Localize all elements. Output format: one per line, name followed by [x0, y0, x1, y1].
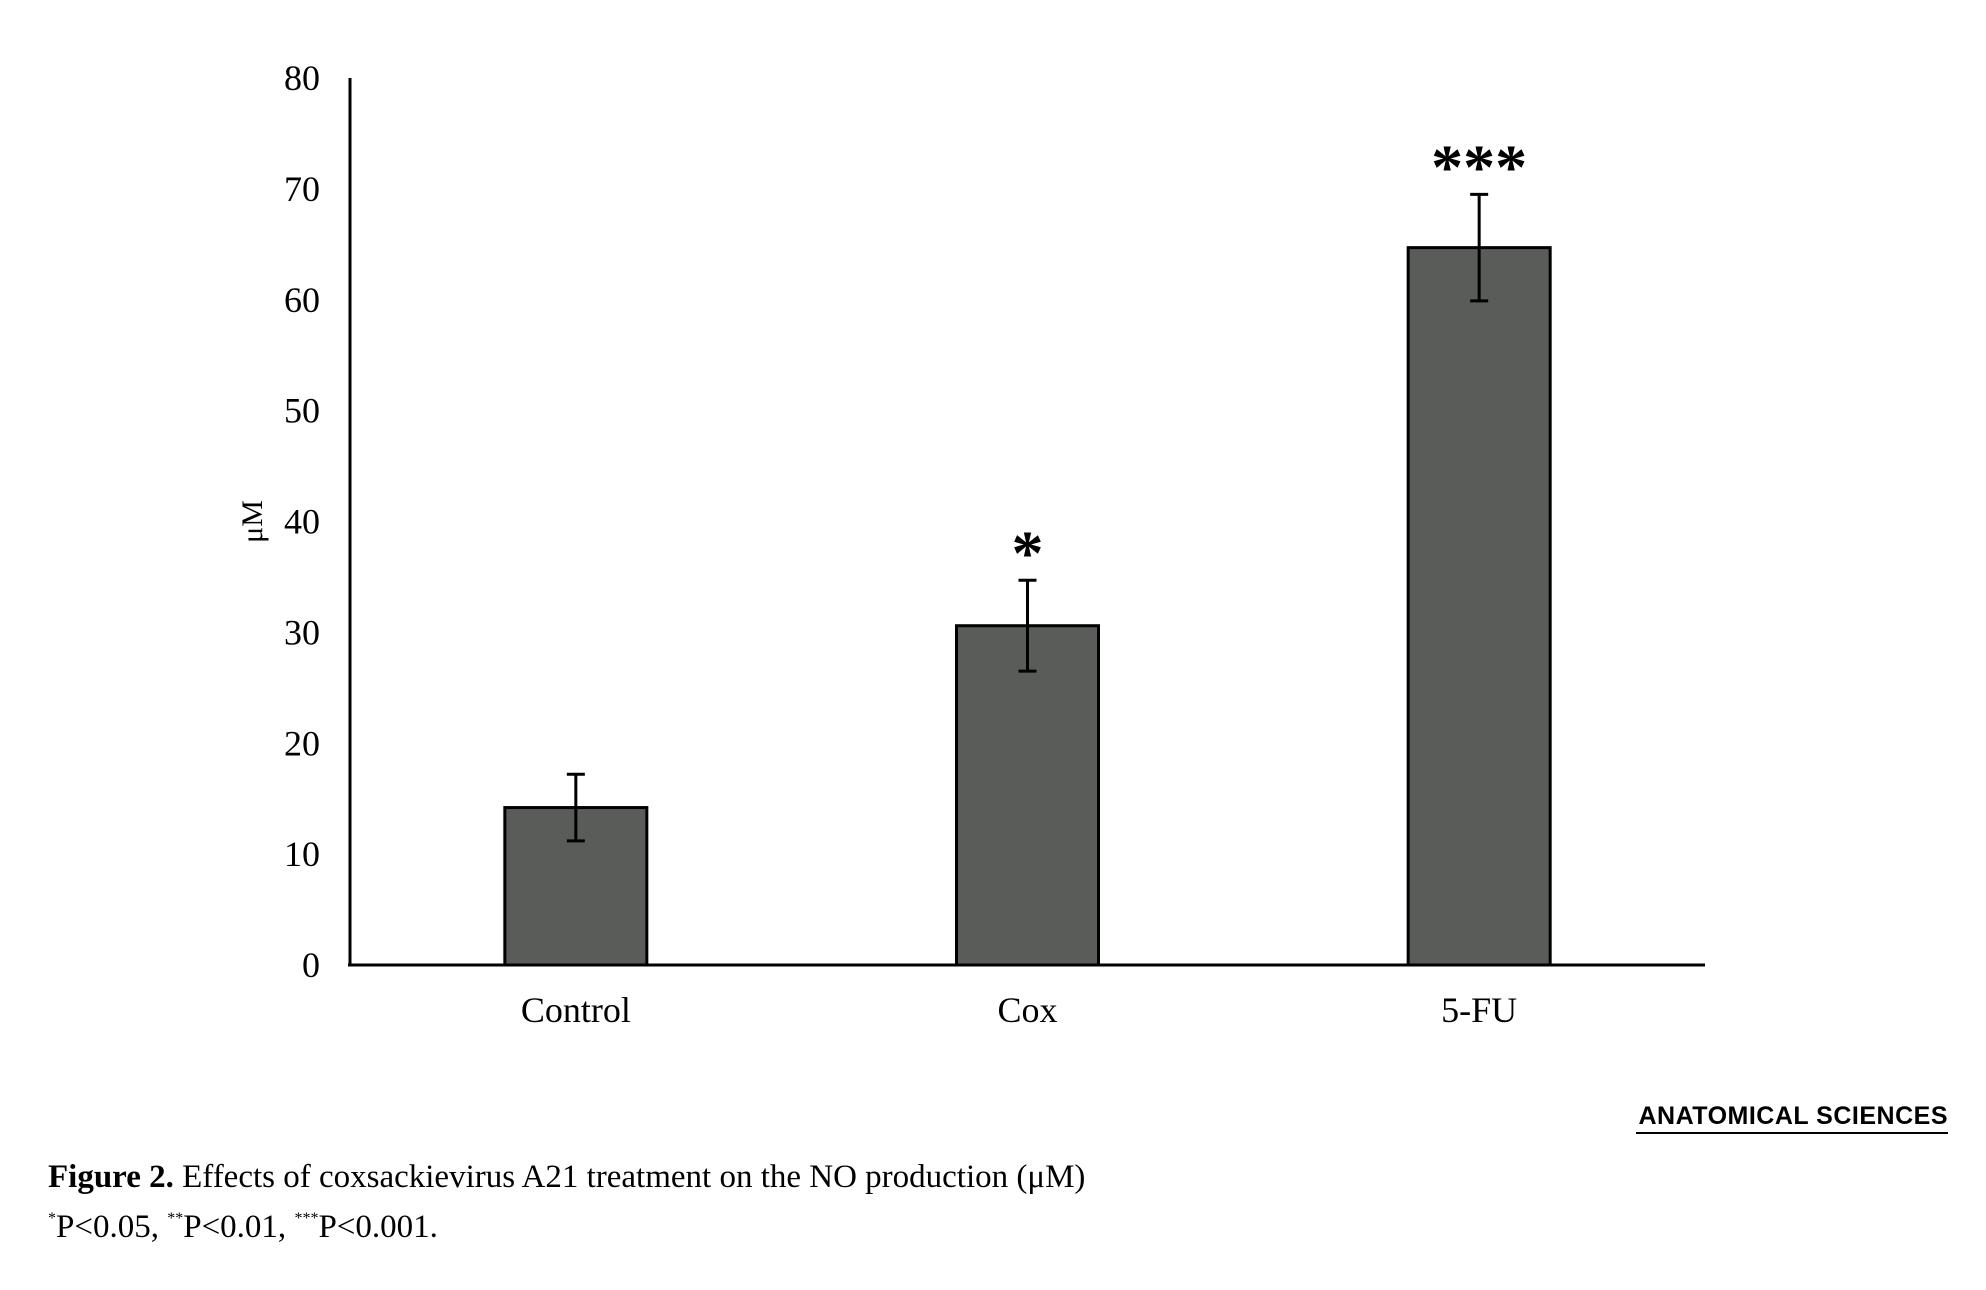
- y-tick-label: 50: [284, 391, 320, 431]
- y-tick-label: 30: [284, 612, 320, 652]
- error-bars: [566, 192, 1489, 843]
- caption-line-1: Figure 2. Effects of coxsackievirus A21 …: [48, 1152, 1085, 1202]
- y-tick-label: 60: [284, 280, 320, 320]
- caption-pvalues: *P<0.05, **P<0.01, ***P<0.001.: [48, 1202, 1085, 1252]
- error-bar: [1018, 578, 1037, 673]
- caption-text: Effects of coxsackievirus A21 treatment …: [173, 1159, 1086, 1195]
- journal-logo: ANATOMICAL SCIENCES: [1636, 1102, 1948, 1134]
- y-tick-label: 0: [302, 945, 320, 985]
- pvalue-stars: **: [167, 1210, 184, 1227]
- figure-caption: Figure 2. Effects of coxsackievirus A21 …: [48, 1152, 1085, 1252]
- x-category-label: Control: [521, 990, 631, 1030]
- y-tick-label: 20: [284, 723, 320, 763]
- error-bar: [1470, 192, 1489, 303]
- bar: [1406, 246, 1552, 967]
- journal-logo-text: ANATOMICAL SCIENCES: [1638, 1102, 1948, 1130]
- y-tick-label: 40: [284, 502, 320, 542]
- x-category-label: Cox: [997, 990, 1057, 1030]
- y-axis: 0 10 20 30 40 50 60 70 80: [284, 58, 352, 985]
- significance-markers: ****: [1012, 131, 1528, 588]
- pvalue-text: P<0.001.: [318, 1209, 438, 1245]
- significance-marker: *: [1012, 517, 1044, 588]
- x-category-label: 5-FU: [1441, 990, 1517, 1030]
- y-axis-title: μM: [236, 500, 269, 543]
- error-bar: [566, 772, 585, 843]
- pvalue-stars: ***: [294, 1210, 319, 1227]
- y-tick-label: 10: [284, 834, 320, 874]
- figure-label: Figure 2.: [48, 1159, 174, 1195]
- pvalue-stars: *: [48, 1210, 56, 1227]
- bar: [955, 624, 1100, 967]
- y-tick-label: 80: [284, 58, 320, 98]
- pvalue-text: P<0.05,: [56, 1209, 168, 1245]
- y-tick-label: 70: [284, 169, 320, 209]
- x-axis: Control Cox 5-FU: [348, 963, 1705, 1030]
- significance-marker: ***: [1431, 131, 1527, 202]
- pvalue-text: P<0.01,: [183, 1209, 295, 1245]
